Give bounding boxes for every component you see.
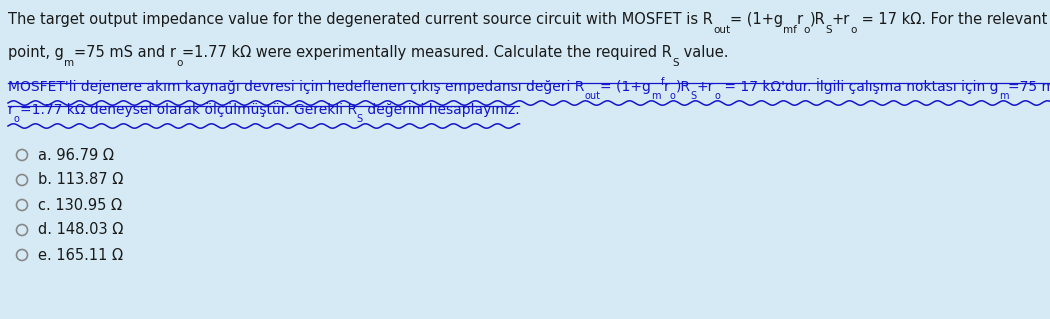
Text: değerini hesaplayınız.: değerini hesaplayınız. [363,103,520,117]
Text: out: out [713,25,730,35]
Text: m: m [651,91,660,101]
Text: a. 96.79 Ω: a. 96.79 Ω [38,147,113,162]
Text: )R: )R [676,80,691,94]
Circle shape [17,174,27,186]
Text: o: o [714,91,720,101]
Text: =75 mS ve: =75 mS ve [1008,80,1050,94]
Text: =75 mS and r: =75 mS and r [74,45,176,60]
Circle shape [17,249,27,261]
Text: r: r [797,12,803,27]
Text: +r: +r [697,80,714,94]
Text: o: o [803,25,810,35]
Text: S: S [825,25,832,35]
Text: out: out [585,91,601,101]
Text: mf: mf [783,25,797,35]
Text: =1.77 kΩ were experimentally measured. Calculate the required R: =1.77 kΩ were experimentally measured. C… [183,45,672,60]
Text: o: o [14,114,20,124]
Text: +r: +r [832,12,850,27]
Text: e. 165.11 Ω: e. 165.11 Ω [38,248,123,263]
Text: S: S [691,91,697,101]
Text: m: m [64,58,74,68]
Text: value.: value. [679,45,729,60]
Text: o: o [670,91,676,101]
Text: r: r [8,103,14,117]
Circle shape [17,199,27,211]
Text: S: S [357,114,363,124]
Text: b. 113.87 Ω: b. 113.87 Ω [38,173,123,188]
Text: =1.77 kΩ deneysel olarak ölçülmüştür. Gerekli R: =1.77 kΩ deneysel olarak ölçülmüştür. Ge… [20,103,357,117]
Text: = 17 kΩ. For the relevant operating: = 17 kΩ. For the relevant operating [857,12,1050,27]
Text: )R: )R [810,12,825,27]
Text: f: f [660,77,664,87]
Text: m: m [999,91,1008,101]
Text: S: S [672,58,679,68]
Text: r: r [664,80,670,94]
Text: MOSFET'li dejenere akım kaynağı devresi için hedeflenen çıkış empedansı değeri R: MOSFET'li dejenere akım kaynağı devresi … [8,80,585,94]
Text: point, g: point, g [8,45,64,60]
Text: = 17 kΩ'dur. İlgili çalışma noktası için g: = 17 kΩ'dur. İlgili çalışma noktası için… [720,78,999,94]
Text: = (1+g: = (1+g [601,80,651,94]
Circle shape [17,225,27,235]
Text: The target output impedance value for the degenerated current source circuit wit: The target output impedance value for th… [8,12,713,27]
Text: = (1+g: = (1+g [730,12,783,27]
Text: d. 148.03 Ω: d. 148.03 Ω [38,222,123,238]
Circle shape [17,150,27,160]
Text: o: o [850,25,857,35]
Text: o: o [176,58,183,68]
Text: c. 130.95 Ω: c. 130.95 Ω [38,197,122,212]
